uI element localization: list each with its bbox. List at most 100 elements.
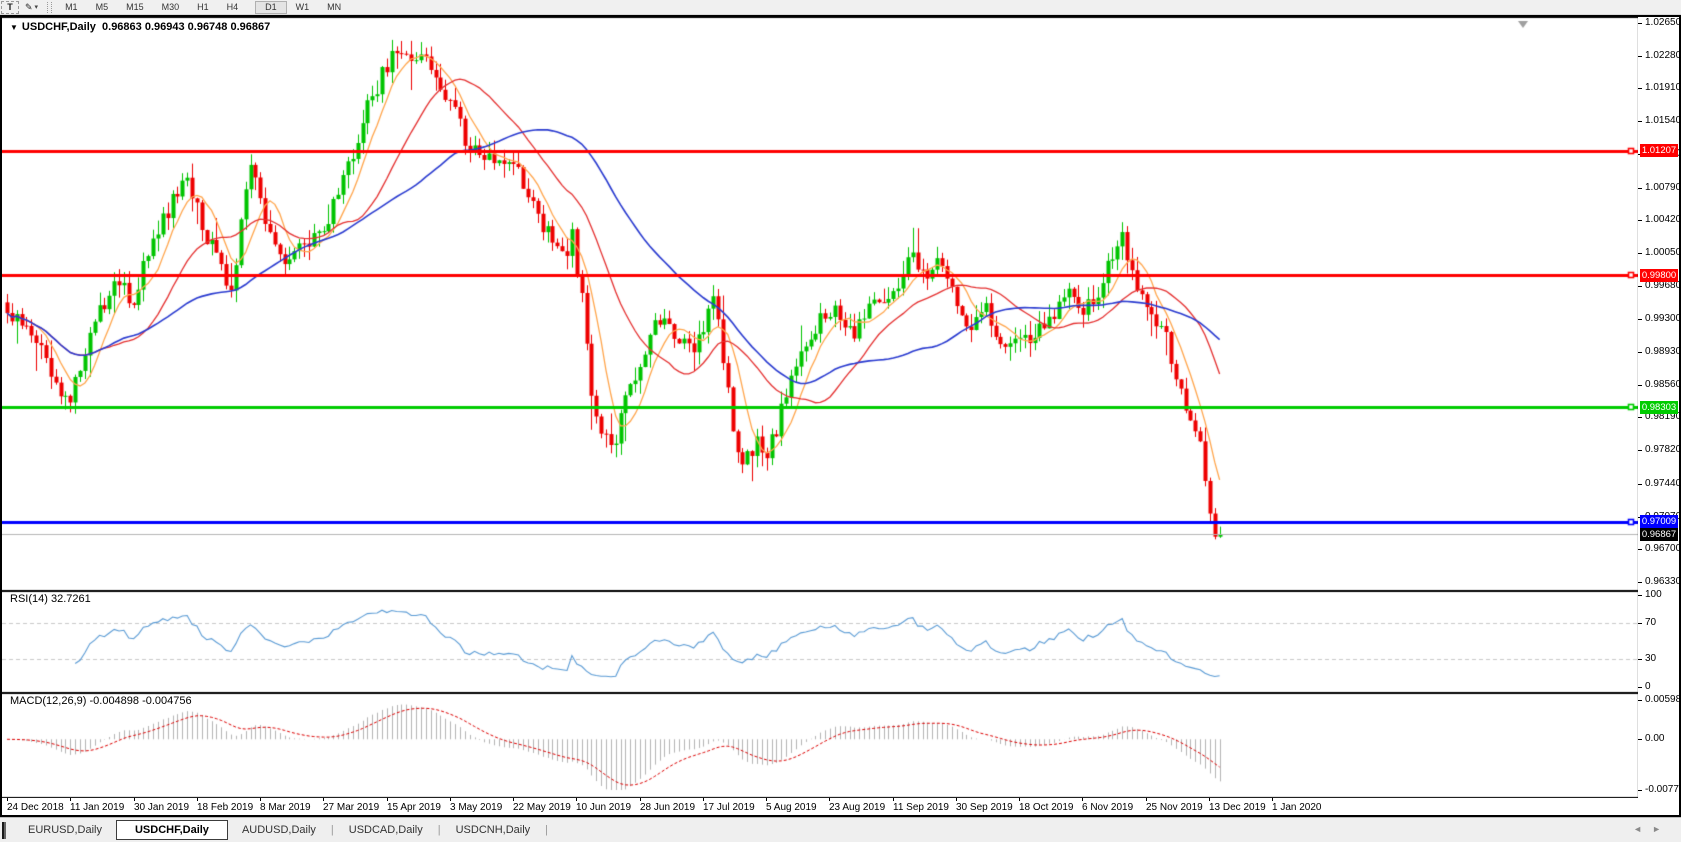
macd-label: MACD(12,26,9) <box>10 695 87 707</box>
tab-scroll-arrows: ◄► <box>1633 824 1671 834</box>
axis-tick-label-0.98190: 0.98190 <box>1645 411 1681 422</box>
tab-eurusd[interactable]: EURUSD,Daily <box>28 824 102 836</box>
macd-indicator-title: MACD(12,26,9) -0.004898 -0.004756 <box>10 695 192 707</box>
axis-tick <box>1638 352 1642 353</box>
date-axis-tick <box>1272 798 1273 801</box>
axis-tick <box>1638 417 1642 418</box>
timeframe-button-m1[interactable]: M1 <box>65 2 78 12</box>
level-price-label[interactable]: 0.97009 <box>1640 515 1678 528</box>
text-tool-button[interactable]: T <box>1 0 19 14</box>
date-axis-label: 30 Jan 2019 <box>134 802 190 813</box>
tab-audusd[interactable]: AUDUSD,Daily <box>241 824 316 836</box>
timeframe-button-mn[interactable]: MN <box>327 2 342 12</box>
date-axis-tick <box>766 798 767 801</box>
timeframe-button-w1[interactable]: W1 <box>295 2 310 12</box>
price-axis: 1.026501.022801.019101.015401.011701.007… <box>1638 17 1681 798</box>
axis-tick <box>1638 700 1642 701</box>
level-price-label[interactable]: 1.01207 <box>1640 144 1678 157</box>
timeframe-button-h1[interactable]: H1 <box>197 2 209 12</box>
date-axis-tick <box>450 798 451 801</box>
axis-tick-label-1.02280: 1.02280 <box>1645 50 1681 61</box>
date-axis-tick <box>70 798 71 801</box>
rsi-value: 32.7261 <box>50 593 91 605</box>
axis-tick <box>1638 790 1642 791</box>
date-axis-tick <box>1146 798 1147 801</box>
axis-tick <box>1638 623 1642 624</box>
date-axis-label: 30 Sep 2019 <box>956 802 1013 813</box>
date-axis-label: 11 Sep 2019 <box>893 802 949 813</box>
level-price-label[interactable]: 0.99800 <box>1640 269 1678 282</box>
timeframe-button-h4[interactable]: H4 <box>226 2 239 12</box>
date-axis-tick <box>1082 798 1083 801</box>
timeframe-button-m5[interactable]: M5 <box>95 2 109 12</box>
axis-tick-label-rsi-0: 0 <box>1645 681 1651 692</box>
symbol-dropdown-icon[interactable]: ▼ <box>10 23 18 32</box>
axis-tick-label-0.99680: 0.99680 <box>1645 280 1681 291</box>
tab-separator: | <box>545 824 549 836</box>
date-axis-label: 17 Jul 2019 <box>703 802 755 813</box>
axis-tick-label-1.01540: 1.01540 <box>1645 115 1681 126</box>
date-axis-tick <box>134 798 135 801</box>
rsi-label: RSI(14) <box>10 593 48 605</box>
date-axis-tick <box>7 798 8 801</box>
axis-tick-label-0.98560: 0.98560 <box>1645 379 1681 390</box>
draw-tool-button[interactable]: ✎ ▾ <box>21 1 42 14</box>
chevron-down-icon: ▾ <box>34 4 39 11</box>
chart-tabs: EURUSD,Daily USDCHF,Daily AUDUSD,Daily | USD… <box>14 820 549 840</box>
axis-tick <box>1638 253 1642 254</box>
axis-tick <box>1638 549 1642 550</box>
date-axis-tick <box>576 798 577 801</box>
date-axis-label: 6 Nov 2019 <box>1082 802 1134 813</box>
timeframe-toolbar: T ✎ ▾ M1 M5 M15 M30 H1 H4 D1 W1 MN <box>0 0 1681 15</box>
axis-tick <box>1638 56 1642 57</box>
date-axis-tick <box>640 798 641 801</box>
timeframe-button-m30[interactable]: M30 <box>161 2 180 12</box>
chart-ohlc-values: 0.96863 0.96943 0.96748 0.96867 <box>102 21 271 33</box>
axis-tick <box>1638 659 1642 660</box>
tab-usdcad[interactable]: USDCAD,Daily <box>348 824 423 836</box>
axis-tick-label-macd-0.005986: 0.005986 <box>1645 694 1681 705</box>
timeframe-button-d1[interactable]: D1 <box>255 0 287 14</box>
date-axis-tick <box>513 798 514 801</box>
date-axis-label: 28 Jun 2019 <box>640 802 696 813</box>
axis-tick <box>1638 88 1642 89</box>
axis-tick <box>1638 319 1642 320</box>
chart-window: ▼ USDCHF,Daily 0.96863 0.96943 0.96748 0.… <box>0 15 1681 817</box>
date-axis-label: 8 Mar 2019 <box>260 802 311 813</box>
date-axis-label: 13 Dec 2019 <box>1209 802 1266 813</box>
tab-separator: | <box>330 824 334 836</box>
tab-separator: | <box>437 824 441 836</box>
macd-values: -0.004898 -0.004756 <box>89 695 192 707</box>
date-axis-tick <box>956 798 957 801</box>
date-axis-tick <box>1019 798 1020 801</box>
timeframe-buttons: M1 M5 M15 M30 H1 H4 D1 W1 MN <box>56 0 350 14</box>
chart-tab-bar: EURUSD,Daily USDCHF,Daily AUDUSD,Daily | USD… <box>0 817 1681 842</box>
axis-tick-label-0.96330: 0.96330 <box>1645 576 1681 587</box>
axis-tick-label-rsi-30: 30 <box>1645 653 1657 664</box>
date-axis-label: 22 May 2019 <box>513 802 571 813</box>
toolbar-grip[interactable] <box>47 1 53 13</box>
axis-tick-label-macd--0.00773: -0.00773 <box>1645 784 1681 795</box>
axis-tick-label-rsi-100: 100 <box>1645 589 1662 600</box>
date-axis-label: 24 Dec 2018 <box>7 802 64 813</box>
axis-tick <box>1638 595 1642 596</box>
axis-tick <box>1638 23 1642 24</box>
axis-tick <box>1638 582 1642 583</box>
timeframe-button-m15[interactable]: M15 <box>126 2 144 12</box>
date-axis-label: 18 Oct 2019 <box>1019 802 1074 813</box>
axis-tick <box>1638 286 1642 287</box>
axis-tick <box>1638 188 1642 189</box>
rsi-indicator-title: RSI(14) 32.7261 <box>10 593 91 605</box>
tabbar-grip[interactable] <box>2 821 6 839</box>
level-price-label[interactable]: 0.98303 <box>1640 401 1678 414</box>
axis-tick-label-1.00790: 1.00790 <box>1645 182 1681 193</box>
tab-scroll-left-icon[interactable]: ◄ <box>1633 824 1653 834</box>
price-chart-canvas[interactable] <box>2 17 1679 798</box>
tab-usdchf[interactable]: USDCHF,Daily <box>115 820 228 840</box>
axis-tick-label-1.00420: 1.00420 <box>1645 214 1681 225</box>
axis-tick <box>1638 739 1642 740</box>
tab-usdcnh[interactable]: USDCNH,Daily <box>455 824 531 836</box>
tab-scroll-right-icon[interactable]: ► <box>1652 824 1671 834</box>
date-axis-tick <box>1209 798 1210 801</box>
